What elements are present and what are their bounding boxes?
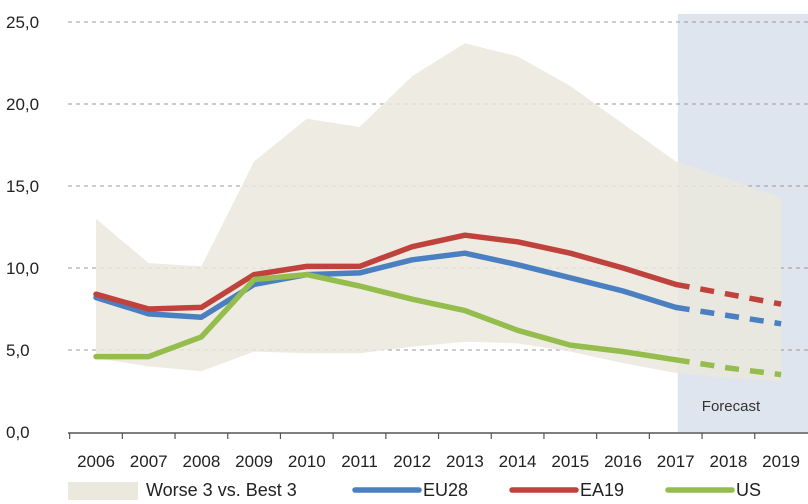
y-tick-label: 15,0 xyxy=(6,177,39,196)
x-tick-label: 2018 xyxy=(709,452,747,471)
x-tick-label: 2010 xyxy=(288,452,326,471)
x-tick-label: 2012 xyxy=(393,452,431,471)
band-area xyxy=(96,43,782,382)
legend: Worse 3 vs. Best 3 EU28 EA19 US xyxy=(68,480,761,500)
legend-label-band: Worse 3 vs. Best 3 xyxy=(146,480,297,500)
y-tick-label: 25,0 xyxy=(6,13,39,32)
x-tick-label: 2013 xyxy=(446,452,484,471)
series-line-us xyxy=(93,271,679,363)
y-tick-label: 5,0 xyxy=(6,341,30,360)
x-tick-label: 2019 xyxy=(762,452,800,471)
x-tick-label: 2007 xyxy=(130,452,168,471)
legend-label-us: US xyxy=(736,480,761,500)
y-tick-label: 10,0 xyxy=(6,259,39,278)
axes: 0,0 5,0 10,0 15,0 20,0 25,0 2006 2007 2008 2009 20… xyxy=(6,13,808,471)
series-line-eu28 xyxy=(93,250,679,320)
series-lines xyxy=(93,232,782,378)
x-tick-label: 2011 xyxy=(341,452,378,471)
legend-swatch-band xyxy=(68,482,138,500)
series-line-ea19 xyxy=(93,232,679,312)
x-tick-label: 2008 xyxy=(182,452,220,471)
y-tick-label: 0,0 xyxy=(6,423,30,442)
x-tick-label: 2017 xyxy=(657,452,695,471)
x-tick-label: 2015 xyxy=(551,452,589,471)
x-tick-label: 2009 xyxy=(235,452,273,471)
band-worse3-best3 xyxy=(96,43,782,382)
x-tick-label: 2016 xyxy=(604,452,642,471)
x-tick-label: 2006 xyxy=(77,452,115,471)
legend-label-eu28: EU28 xyxy=(423,480,468,500)
x-tick-label: 2014 xyxy=(499,452,537,471)
legend-label-ea19: EA19 xyxy=(580,480,624,500)
forecast-label: Forecast xyxy=(702,398,761,415)
y-tick-label: 20,0 xyxy=(6,95,39,114)
